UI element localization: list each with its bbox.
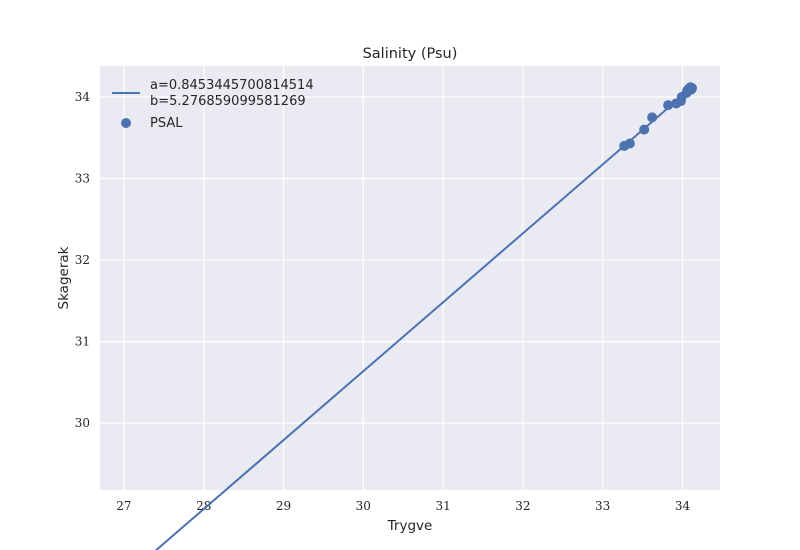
x-tick-label: 34 xyxy=(675,499,691,513)
fit-line xyxy=(154,87,692,550)
x-tick-label: 32 xyxy=(515,499,530,513)
x-axis-title: Trygve xyxy=(387,518,433,534)
plot-area xyxy=(100,66,720,490)
legend-fit-label-a: a=0.8453445700814514 xyxy=(150,78,314,93)
y-axis-title: Skagerak xyxy=(56,246,72,309)
x-tick-label: 28 xyxy=(196,499,211,513)
x-tick-label: 33 xyxy=(595,499,610,513)
legend-marker-swatch xyxy=(121,118,131,128)
y-tick-label: 30 xyxy=(75,416,90,430)
legend-fit-label-b: b=5.276859099581269 xyxy=(150,94,306,109)
legend-series-label: PSAL xyxy=(150,116,183,131)
grid xyxy=(100,66,720,490)
data-point xyxy=(624,138,635,149)
x-tick-label: 31 xyxy=(435,499,450,513)
y-tick-label: 32 xyxy=(75,253,90,267)
tick-labels: 27 28 29 30 31 32 33 34 30 31 32 33 34 xyxy=(75,90,691,513)
legend: a=0.8453445700814514 b=5.276859099581269… xyxy=(112,78,314,131)
data-point xyxy=(647,112,658,123)
data-point xyxy=(687,83,698,94)
data-point xyxy=(639,124,650,135)
chart-title: Salinity (Psu) xyxy=(363,46,458,62)
data-points xyxy=(619,82,698,151)
y-tick-label: 34 xyxy=(75,90,91,104)
x-tick-label: 27 xyxy=(116,499,131,513)
y-tick-label: 33 xyxy=(75,172,90,186)
x-tick-label: 30 xyxy=(356,499,371,513)
y-tick-label: 31 xyxy=(75,335,90,349)
data-point xyxy=(663,100,674,111)
x-tick-label: 29 xyxy=(276,499,291,513)
